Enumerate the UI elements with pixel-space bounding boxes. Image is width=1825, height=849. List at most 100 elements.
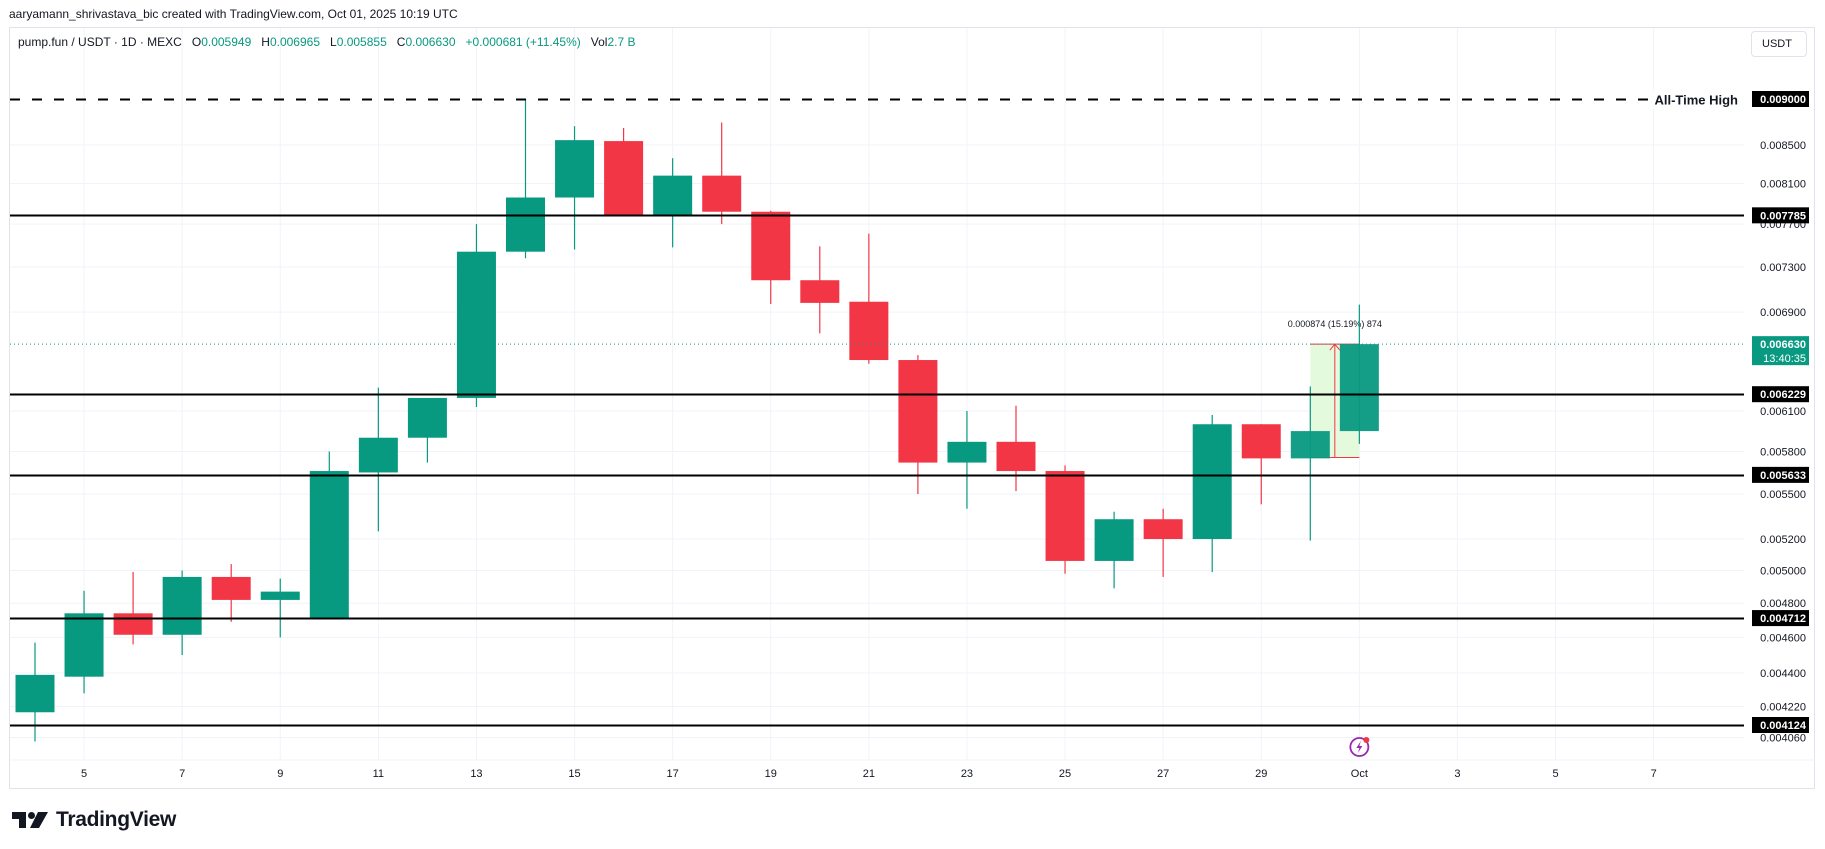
price-tick-label: 0.004060 (1760, 733, 1806, 745)
time-tick-label: 7 (179, 768, 185, 780)
candle[interactable] (358, 387, 398, 532)
candle[interactable] (1339, 304, 1379, 444)
symbol-legend: pump.fun / USDT · 1D · MEXC O0.005949 H0… (18, 35, 635, 49)
open-value: 0.005949 (201, 35, 252, 49)
price-tick-label: 0.004600 (1760, 632, 1806, 644)
candle[interactable] (1094, 511, 1134, 589)
candle-body (1339, 344, 1379, 432)
candle[interactable] (1241, 424, 1281, 505)
time-tick-label: 15 (568, 768, 580, 780)
candle[interactable] (702, 122, 742, 225)
symbol-title[interactable]: pump.fun / USDT · 1D · MEXC (18, 35, 182, 49)
horizontal-levels[interactable]: All-Time High (10, 90, 1744, 727)
candle[interactable] (162, 570, 202, 656)
low-label: L (330, 35, 337, 49)
time-tick-label: 17 (667, 768, 679, 780)
candle[interactable] (15, 642, 55, 742)
price-tick-label: 0.004800 (1760, 598, 1806, 610)
price-tick-label: 0.008100 (1760, 179, 1806, 191)
time-tick-label: 5 (1552, 768, 1558, 780)
close-value: 0.006630 (405, 35, 456, 49)
time-tick-label: 7 (1651, 768, 1657, 780)
time-tick-label: 19 (765, 768, 777, 780)
change-value: +0.000681 (+11.45%) (465, 35, 581, 49)
open-label: O (191, 35, 202, 49)
candle[interactable] (800, 246, 840, 334)
candle[interactable] (211, 564, 251, 622)
candle[interactable] (113, 572, 153, 645)
candle[interactable] (260, 578, 300, 638)
level-price-badge-text: 0.004124 (1760, 720, 1807, 732)
time-axis[interactable]: 5 7 9 11 13 15 17 19 21 23 25 27 29 Oct 3 5 7 (81, 768, 1657, 780)
level-price-badge-text: 0.006229 (1760, 389, 1806, 401)
candle-body (653, 175, 693, 215)
price-axis[interactable]: 0.0085000.0081000.0077000.0073000.006900… (1752, 91, 1809, 745)
candle-body (1192, 424, 1232, 540)
level-price-badge (1752, 610, 1809, 627)
candle-body (751, 211, 791, 281)
candle[interactable] (849, 233, 889, 364)
tradingview-logo-icon (12, 812, 48, 828)
time-tick-label: 13 (470, 768, 482, 780)
candle[interactable] (555, 126, 595, 250)
candle-body (1045, 471, 1085, 561)
time-tick-label: 3 (1454, 768, 1460, 780)
candle[interactable] (506, 99, 545, 259)
price-tick-label: 0.006100 (1760, 406, 1806, 418)
candle-body (358, 437, 398, 473)
candle-body (800, 280, 840, 303)
level-price-badge-text: 0.005633 (1760, 470, 1806, 482)
all-time-high-label: All-Time High (1654, 93, 1738, 108)
high-label: H (261, 35, 270, 49)
level-price-badge-text: 0.007785 (1760, 210, 1806, 222)
candle-body (702, 175, 742, 212)
price-tick-label: 0.008500 (1760, 140, 1806, 152)
candle[interactable] (1143, 508, 1183, 577)
candle[interactable] (898, 355, 938, 495)
candle-body (407, 397, 447, 438)
price-tick-label: 0.005000 (1760, 565, 1806, 577)
candle[interactable] (996, 405, 1036, 492)
current-price-text: 0.006630 (1760, 339, 1806, 351)
ath-label-bg (1648, 90, 1744, 109)
lightning-event-icon[interactable] (1349, 737, 1370, 757)
level-price-badge (1752, 207, 1809, 224)
candle-body (555, 140, 595, 198)
notification-dot (1363, 737, 1370, 743)
time-tick-label: 25 (1059, 768, 1071, 780)
time-tick-label: Oct (1351, 768, 1368, 780)
candle[interactable] (456, 224, 496, 408)
candle[interactable] (604, 128, 644, 215)
candle[interactable] (407, 397, 447, 463)
candle-body (506, 197, 545, 252)
candles[interactable] (15, 99, 1379, 742)
time-tick-label: 9 (277, 768, 283, 780)
candle[interactable] (64, 590, 104, 694)
level-price-badge-text: 0.009000 (1760, 94, 1806, 106)
currency-button[interactable]: USDT (1751, 31, 1807, 57)
high-value: 0.006965 (269, 35, 320, 49)
measure-label: 0.000874 (15.19%) 874 (1288, 319, 1382, 329)
lightning-bolt (1356, 741, 1363, 753)
volume-label: Vol (590, 35, 608, 49)
time-tick-label: 23 (961, 768, 973, 780)
candle[interactable] (1045, 465, 1085, 574)
candle-body (996, 441, 1036, 472)
candle[interactable] (751, 210, 791, 305)
candle-body (162, 576, 202, 635)
candle-body (64, 613, 104, 677)
candle[interactable] (653, 158, 693, 248)
candle-body (1241, 424, 1281, 459)
time-tick-label: 27 (1157, 768, 1169, 780)
level-price-badge (1752, 466, 1809, 483)
candle[interactable] (309, 451, 349, 619)
candle-body (1143, 519, 1183, 540)
candle[interactable] (1290, 386, 1330, 541)
candle[interactable] (947, 410, 987, 509)
candle-body (1094, 519, 1134, 561)
candle[interactable] (1192, 414, 1232, 573)
candle-body (1290, 431, 1330, 459)
price-tick-label: 0.006900 (1760, 307, 1806, 319)
tradingview-logo[interactable]: TradingView (12, 808, 176, 832)
